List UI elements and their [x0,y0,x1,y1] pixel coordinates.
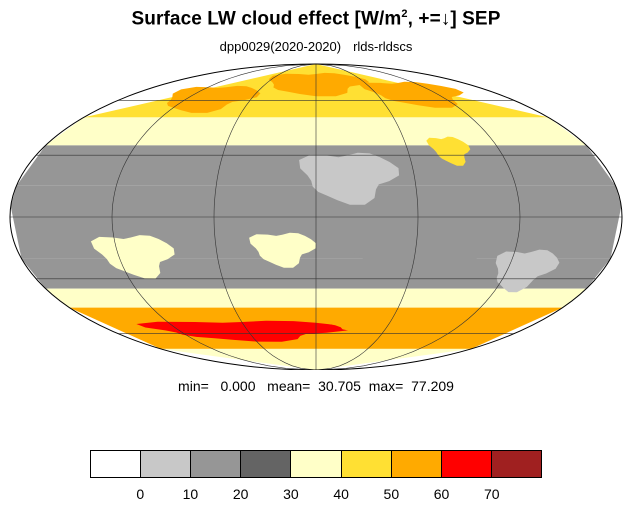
colorbar-tick-label: 70 [483,486,500,502]
field-feature [352,239,480,283]
colorbar-tick-label: 0 [136,486,145,502]
graticule [10,63,622,370]
field-feature [136,320,351,342]
mollweide-map [9,63,623,370]
title-main: Surface LW cloud effect [W/m [131,8,402,30]
colorbar [90,450,542,478]
field-feature [299,152,400,205]
colorbar-swatch [341,451,392,477]
field-feature [249,232,317,268]
map-outline [9,63,623,370]
map-subtitle: dpp0029(2020-2020) rlds-rldscs [0,39,632,54]
colorbar-tick-label: 60 [433,486,450,502]
colorbar-swatch [391,451,442,477]
colorbar-ticks: 0 10 20 30 40 50 60 70 [0,486,632,504]
colorbar-tick-label: 20 [232,486,249,502]
field-feature [321,317,485,336]
subtitle-variable: rlds-rldscs [353,39,413,54]
field-statistics: min= 0.000 mean= 30.705 max= 77.209 [178,378,454,394]
colorbar-swatch [91,451,142,477]
subtitle-run: dpp0029(2020-2020) [219,39,342,54]
colorbar-tick-label: 10 [182,486,199,502]
field-feature [268,72,370,97]
colorbar-swatch [191,451,242,477]
colorbar-swatch [491,451,541,477]
title-superscript: 2 [401,8,408,20]
field-feature [167,85,261,113]
colorbar-swatch [291,451,342,477]
colorbar-tick-label: 50 [383,486,400,502]
field-feature [90,235,175,279]
colorbar-swatch [141,451,192,477]
map-title: Surface LW cloud effect [W/m2, +=↓] SEP [0,8,632,30]
colorbar-tick-label: 40 [333,486,349,502]
title-rest: , +=↓] SEP [407,8,501,30]
field-feature [426,136,471,166]
colorbar-tick-label: 30 [283,486,299,502]
colorbar-swatch [241,451,292,477]
colorbar-swatch [441,451,492,477]
field-feature [359,81,464,108]
